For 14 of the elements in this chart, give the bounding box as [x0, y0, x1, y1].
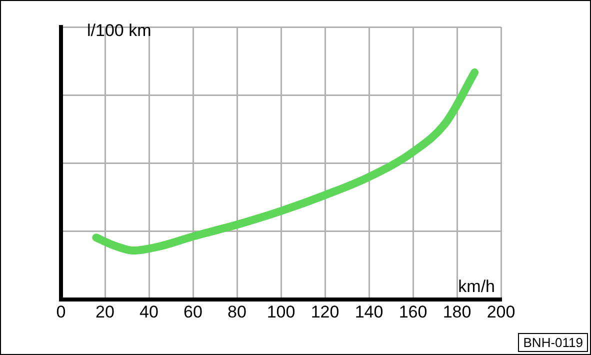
x-tick-label: 100: [266, 302, 296, 322]
x-tick-label: 160: [398, 302, 428, 322]
x-tick-label: 200: [486, 302, 516, 322]
x-tick-label: 140: [354, 302, 384, 322]
x-tick-label: 120: [310, 302, 340, 322]
x-tick-label: 0: [56, 302, 66, 322]
x-axis-title: km/h: [458, 277, 495, 297]
x-tick-label: 40: [140, 302, 158, 322]
y-axis-title: l/100 km: [87, 21, 152, 41]
text: BNH-0119: [518, 333, 588, 352]
x-tick-label: 80: [228, 302, 246, 322]
x-tick-label: 60: [184, 302, 202, 322]
x-tick-label: 20: [96, 302, 114, 322]
x-tick-label: 180: [442, 302, 472, 322]
